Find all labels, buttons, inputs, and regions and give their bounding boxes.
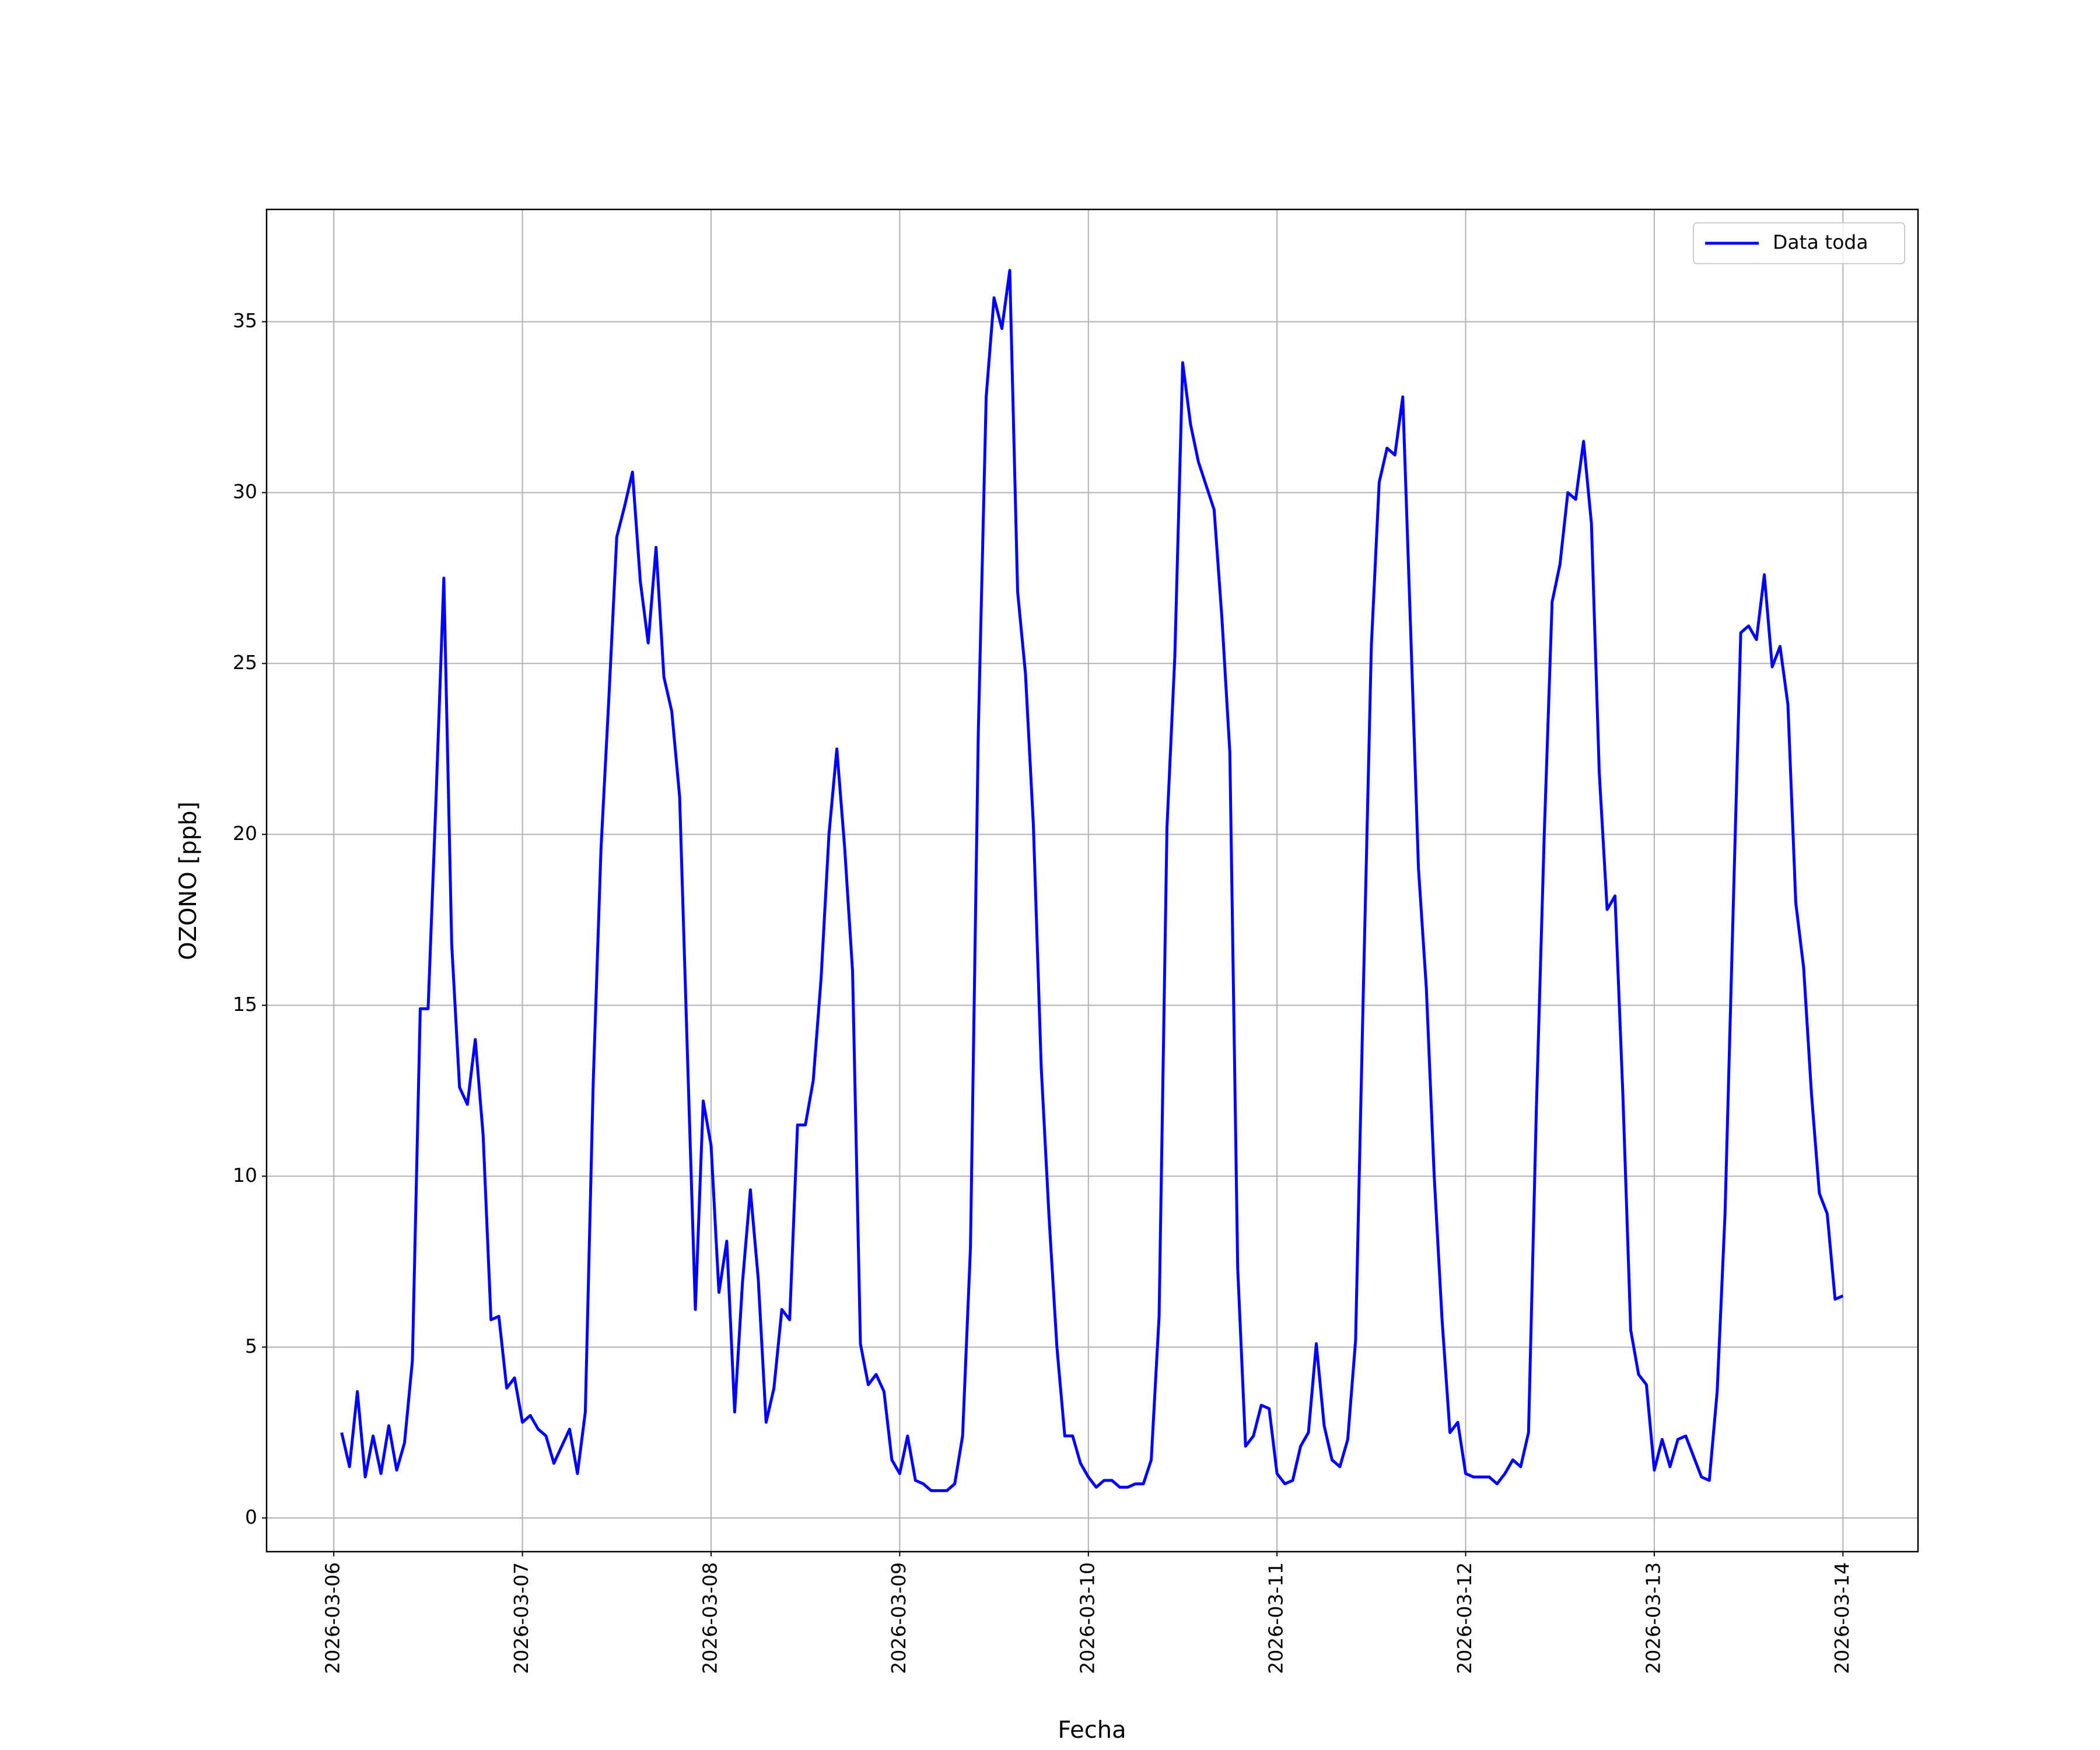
legend: Data toda [1693,222,1905,264]
x-axis-label: Fecha [1058,1717,1126,1744]
x-tick-label: 2026-03-08 [698,1562,721,1674]
x-tick-label: 2026-03-06 [321,1562,344,1674]
ticks: 0 5 10 15 20 25 30 35 2026-03-06 2026-03-07 2026-0… [233,309,1853,1674]
x-tick-label: 2026-03-14 [1831,1562,1853,1674]
y-tick-label: 20 [233,822,257,845]
x-tick-label: 2026-03-13 [1642,1562,1664,1674]
y-tick-label: 25 [233,651,257,674]
x-tick-label: 2026-03-07 [510,1562,533,1674]
x-tick-label: 2026-03-10 [1076,1562,1098,1674]
y-tick-label: 15 [233,993,257,1016]
y-axis-label: OZONO [ppb] [175,802,202,960]
x-tick-label: 2026-03-11 [1265,1562,1287,1674]
y-tick-label: 30 [233,480,257,503]
y-tick-label: 5 [245,1335,257,1357]
y-tick-label: 10 [233,1164,257,1186]
x-tick-label: 2026-03-09 [887,1562,910,1674]
y-tick-label: 35 [233,309,257,332]
y-tick-label: 0 [245,1506,257,1528]
plot-area [340,269,1844,1492]
data-line [340,269,1844,1492]
axes-frame [265,208,1919,1553]
legend-label: Data toda [1773,231,1868,254]
legend-box [1693,222,1905,264]
x-tick-label: 2026-03-12 [1453,1562,1476,1674]
grid [267,209,1918,1552]
